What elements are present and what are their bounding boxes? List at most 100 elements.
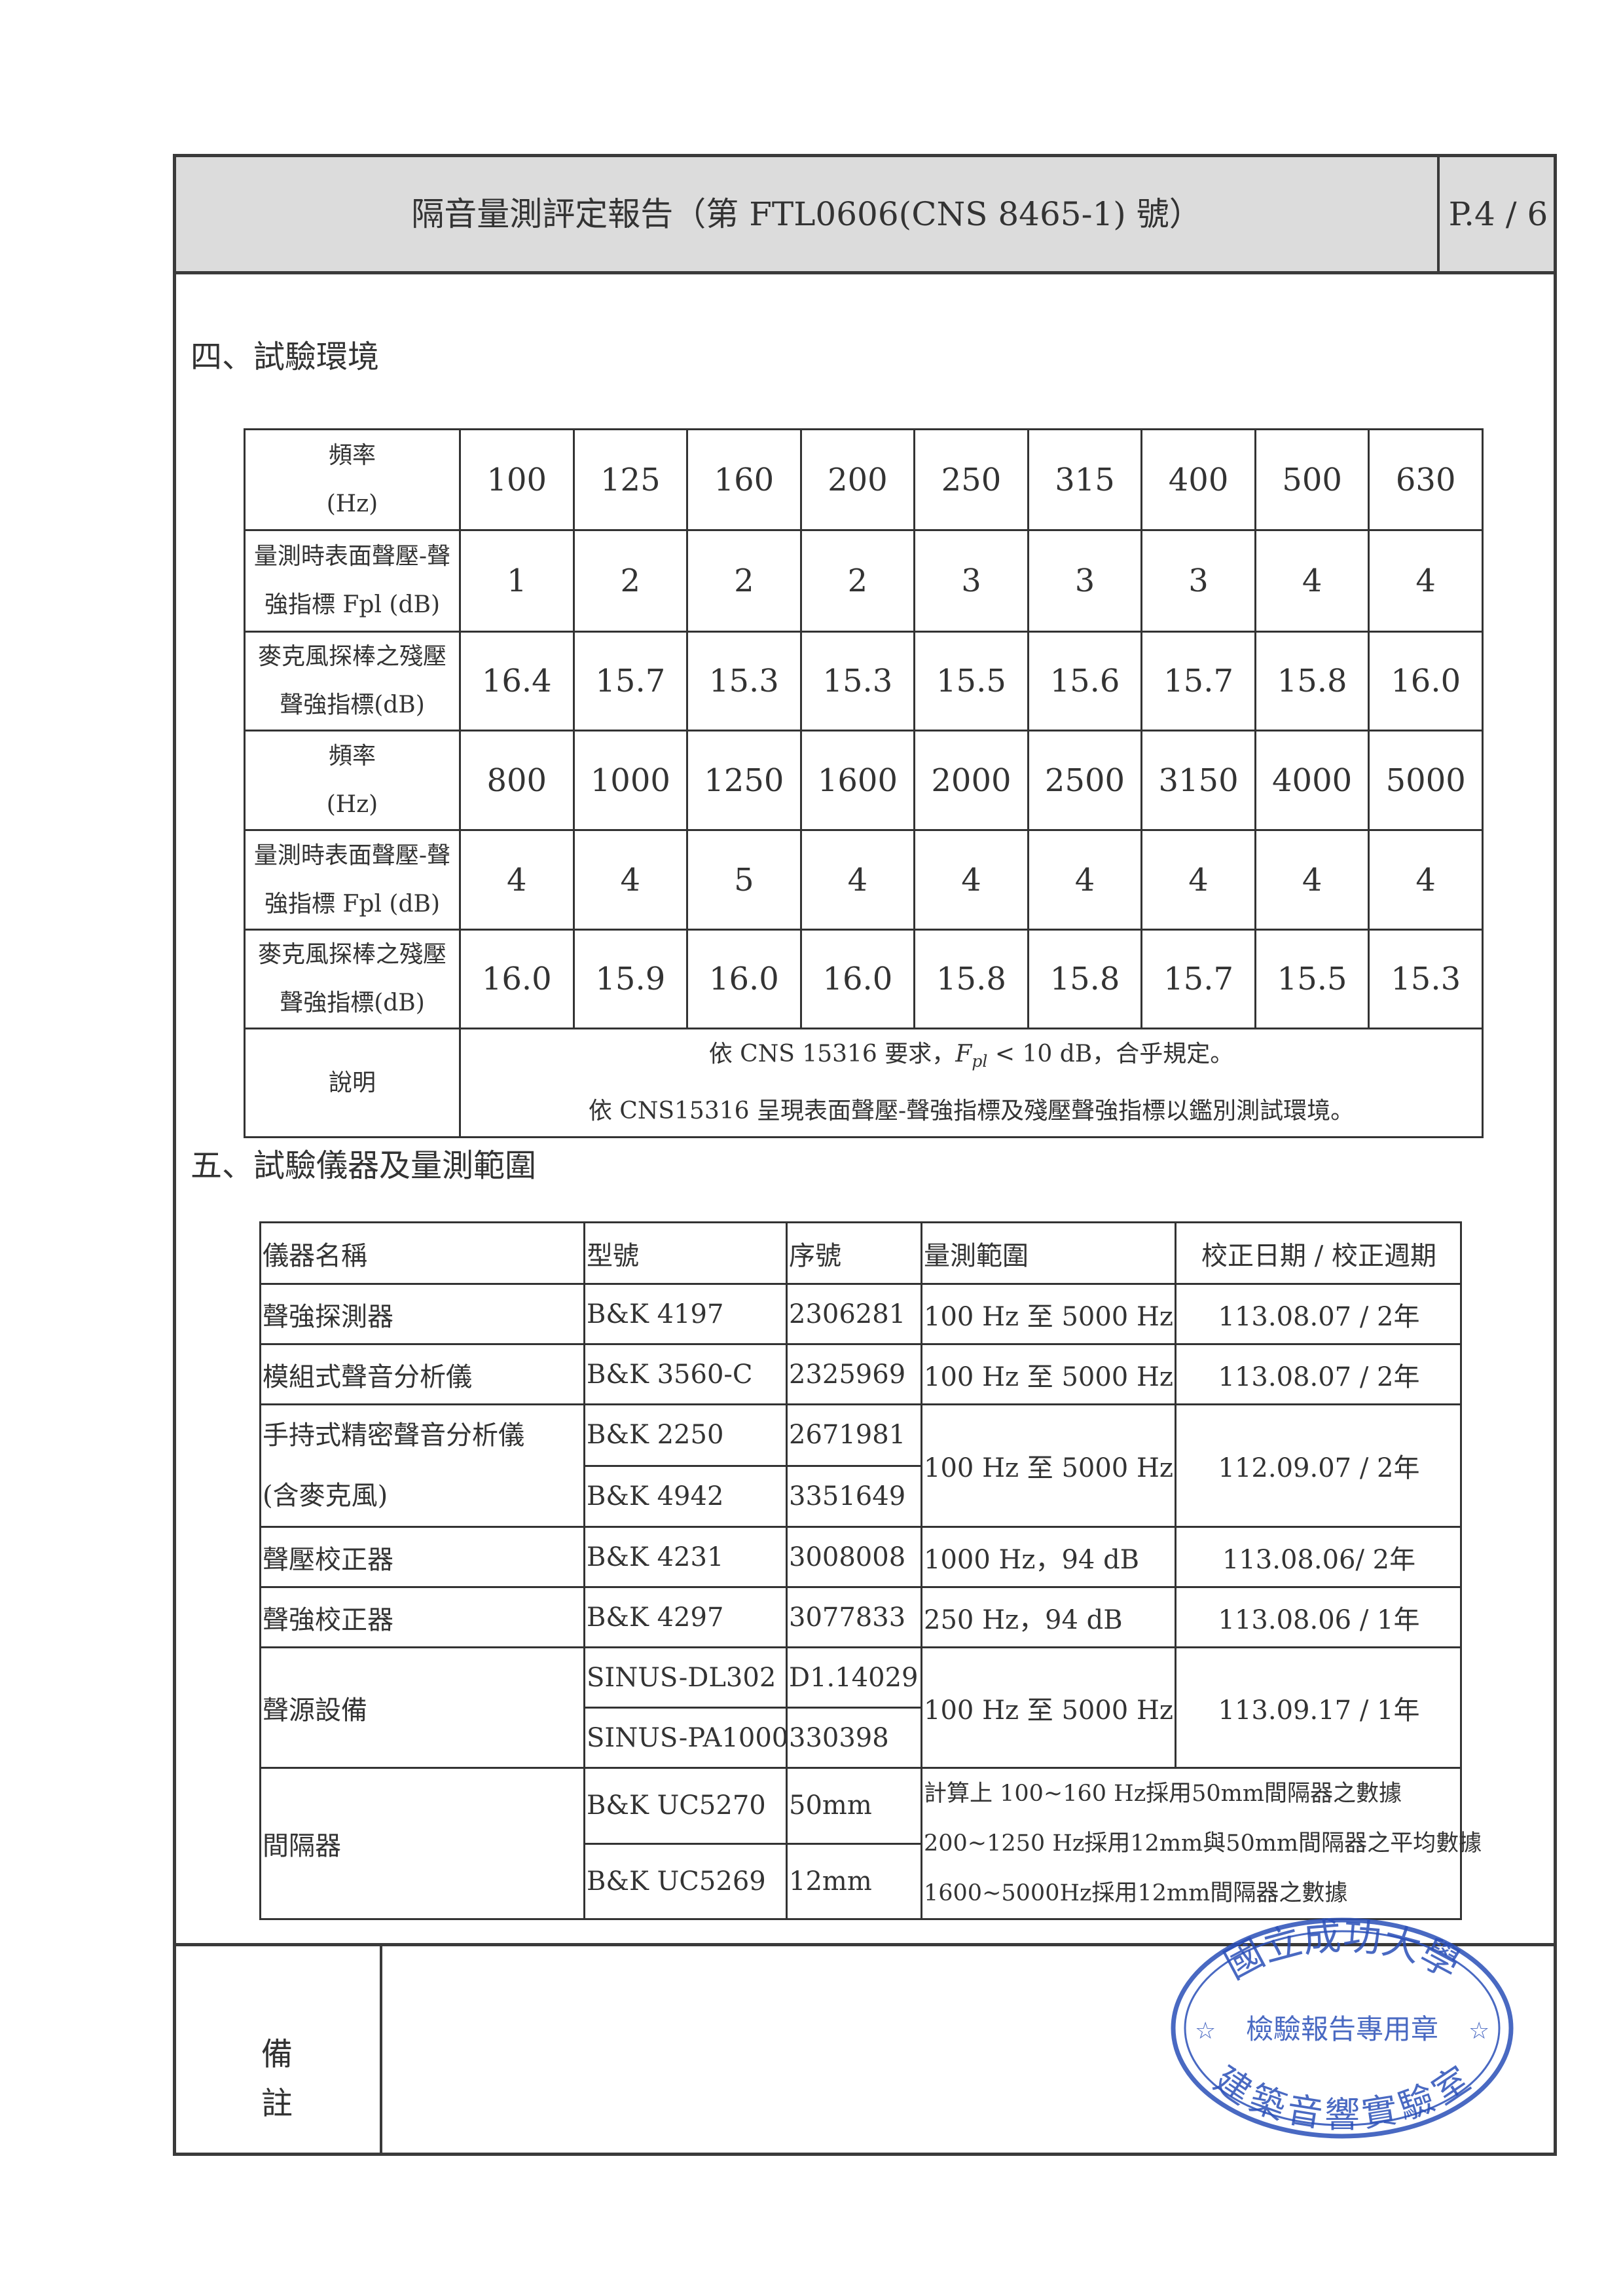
env-row-label: 量測時表面聲壓-聲 強指標 Fpl (dB)	[244, 529, 461, 633]
instrument-row: B&K 4942 3351649	[261, 1464, 1461, 1528]
env-cell: 4	[913, 829, 1029, 931]
serial: 330398	[786, 1707, 922, 1769]
model: B&K UC5269	[583, 1842, 788, 1920]
env-row-label: 頻率 (Hz)	[244, 730, 461, 831]
calibration: 113.08.06/ 2年	[1175, 1526, 1462, 1588]
serial: 3077833	[786, 1586, 922, 1648]
env-row-label: 麥克風探棒之殘壓 聲強指標(dB)	[244, 929, 461, 1029]
serial: 2325969	[786, 1343, 922, 1405]
env-cell: 1	[459, 529, 575, 633]
env-cell: 15.5	[913, 631, 1029, 731]
model: B&K 4942	[583, 1464, 788, 1528]
env-cell: 16.0	[459, 929, 575, 1029]
env-cell: 4	[1027, 829, 1143, 931]
note-line: 計算上 100~160 Hz採用50mm間隔器之數據	[924, 1781, 1402, 1807]
note-line: 依 CNS15316 呈現表面聲壓-聲強指標及殘壓聲強指標以鑑別測試環境。	[588, 1098, 1355, 1125]
env-cell: 500	[1254, 428, 1370, 531]
env-cell: 16.0	[799, 929, 916, 1029]
env-cell: 15.3	[1368, 929, 1484, 1029]
env-cell: 4	[1254, 829, 1370, 931]
svg-text:☆: ☆	[1195, 2018, 1216, 2045]
column-header: 型號	[583, 1221, 788, 1285]
env-cell: 2500	[1027, 730, 1143, 831]
env-cell: 16.0	[1368, 631, 1484, 731]
env-row: 量測時表面聲壓-聲 強指標 Fpl (dB) 4 4 5 4 4 4 4 4 4	[244, 829, 1484, 931]
env-cell: 15.9	[572, 929, 689, 1029]
serial: 2671981	[786, 1403, 922, 1467]
env-row: 麥克風探棒之殘壓 聲強指標(dB) 16.0 15.9 16.0 16.0 15.8 15.8…	[244, 929, 1484, 1029]
column-header: 量測範圍	[921, 1221, 1176, 1285]
serial: 2306281	[786, 1283, 922, 1345]
instrument-row: B&K UC5269 12mm	[261, 1842, 1461, 1920]
label-line: 強指標 Fpl (dB)	[264, 890, 440, 917]
env-cell: 15.7	[572, 631, 689, 731]
model: SINUS-PA1000	[583, 1707, 788, 1769]
env-cell: 15.8	[1254, 631, 1370, 731]
range: 100 Hz 至 5000 Hz	[921, 1283, 1176, 1345]
env-note-row: 說明依 CNS 15316 要求，Fpl < 10 dB，合乎規定。依 CNS1…	[244, 1027, 1484, 1139]
env-row: 量測時表面聲壓-聲 強指標 Fpl (dB) 1 2 2 2 3 3 3 4 4	[244, 529, 1484, 633]
model: B&K 2250	[583, 1403, 788, 1467]
env-row-label: 量測時表面聲壓-聲 強指標 Fpl (dB)	[244, 829, 461, 931]
env-cell: 3150	[1140, 730, 1256, 831]
note-line: 200~1250 Hz採用12mm與50mm間隔器之平均數據	[924, 1830, 1482, 1857]
instrument-name: 手持式精密聲音分析儀 (含麥克風)	[259, 1403, 585, 1528]
spacer-notes: 計算上 100~160 Hz採用50mm間隔器之數據 200~1250 Hz採用1…	[921, 1767, 1482, 1920]
serial: 50mm	[786, 1767, 922, 1845]
instrument-row: 手持式精密聲音分析儀 (含麥克風) B&K 2250 2671981 100 Hz 至 …	[259, 1403, 1462, 1528]
column-header: 儀器名稱	[259, 1221, 585, 1285]
env-cell: 4000	[1254, 730, 1370, 831]
remarks-section: 備 註	[176, 1943, 1554, 2153]
instrument-row: 聲強探測器 B&K 4197 2306281 100 Hz 至 5000 Hz 113.…	[259, 1283, 1462, 1345]
env-cell: 15.7	[1140, 929, 1256, 1029]
report-header: 隔音量測評定報告（第 FTL0606(CNS 8465-1) 號） P.4 / …	[176, 157, 1554, 274]
note-text: 依 CNS 15316 要求，Fpl < 10 dB，合乎規定。依 CNS153…	[459, 1027, 1484, 1139]
instrument-row: SINUS-PA1000 330398	[261, 1707, 1461, 1769]
env-cell: 16.0	[686, 929, 802, 1029]
range: 100 Hz 至 5000 Hz	[921, 1646, 1176, 1769]
lab-seal-stamp: 國立成功大學 檢驗報告專用章 ☆ ☆ 建築音響實驗室	[1171, 1916, 1514, 2139]
serial: D1.14029	[786, 1646, 922, 1709]
label-line: (Hz)	[326, 790, 378, 818]
section5-heading: 五、試驗儀器及量測範圍	[191, 1147, 537, 1184]
range: 100 Hz 至 5000 Hz	[921, 1343, 1176, 1405]
label-line: 聲強指標(dB)	[280, 692, 425, 718]
instrument-row: 聲壓校正器 B&K 4231 3008008 1000 Hz，94 dB 113.08.…	[259, 1526, 1462, 1588]
env-cell: 125	[572, 428, 689, 531]
env-row-label: 麥克風探棒之殘壓 聲強指標(dB)	[244, 631, 461, 731]
instrument-name: 模組式聲音分析儀	[259, 1343, 585, 1405]
instrument-row: 模組式聲音分析儀 B&K 3560-C 2325969 100 Hz 至 5000 H…	[259, 1343, 1462, 1405]
env-cell: 4	[1368, 829, 1484, 931]
page-number: P.4 / 6	[1437, 157, 1557, 271]
calibration: 113.08.06 / 1年	[1175, 1586, 1462, 1648]
label-line: 麥克風探棒之殘壓	[257, 643, 447, 670]
label-line: (Hz)	[326, 490, 378, 517]
env-cell: 5000	[1368, 730, 1484, 831]
env-cell: 3	[1140, 529, 1256, 633]
env-cell: 15.6	[1027, 631, 1143, 731]
calibration: 113.08.07 / 2年	[1175, 1283, 1462, 1345]
env-cell: 1600	[799, 730, 916, 831]
label-line: 頻率	[328, 441, 376, 469]
env-cell: 3	[1027, 529, 1143, 633]
label-line: 聲強指標(dB)	[280, 990, 425, 1016]
env-cell: 15.7	[1140, 631, 1256, 731]
serial: 3008008	[786, 1526, 922, 1588]
env-cell: 15.5	[1254, 929, 1370, 1029]
env-cell: 200	[799, 428, 916, 531]
env-cell: 3	[913, 529, 1029, 633]
env-cell: 1250	[686, 730, 802, 831]
column-header: 序號	[786, 1221, 922, 1285]
range: 1000 Hz，94 dB	[921, 1526, 1176, 1588]
instrument-name: 間隔器	[259, 1767, 585, 1920]
env-cell: 100	[459, 428, 575, 531]
model: B&K 4197	[583, 1283, 788, 1345]
instrument-row: 聲源設備 SINUS-DL302 D1.14029 100 Hz 至 5000 Hz 1…	[259, 1646, 1462, 1769]
note-line: 依 CNS 15316 要求，Fpl < 10 dB，合乎規定。	[708, 1041, 1234, 1071]
svg-text:國立成功大學: 國立成功大學	[1217, 1916, 1467, 1988]
instrument-name: 聲強校正器	[259, 1586, 585, 1648]
label-line: 麥克風探棒之殘壓	[257, 941, 447, 968]
env-cell: 160	[686, 428, 802, 531]
note-label: 說明	[244, 1027, 461, 1139]
range: 100 Hz 至 5000 Hz	[921, 1403, 1176, 1528]
